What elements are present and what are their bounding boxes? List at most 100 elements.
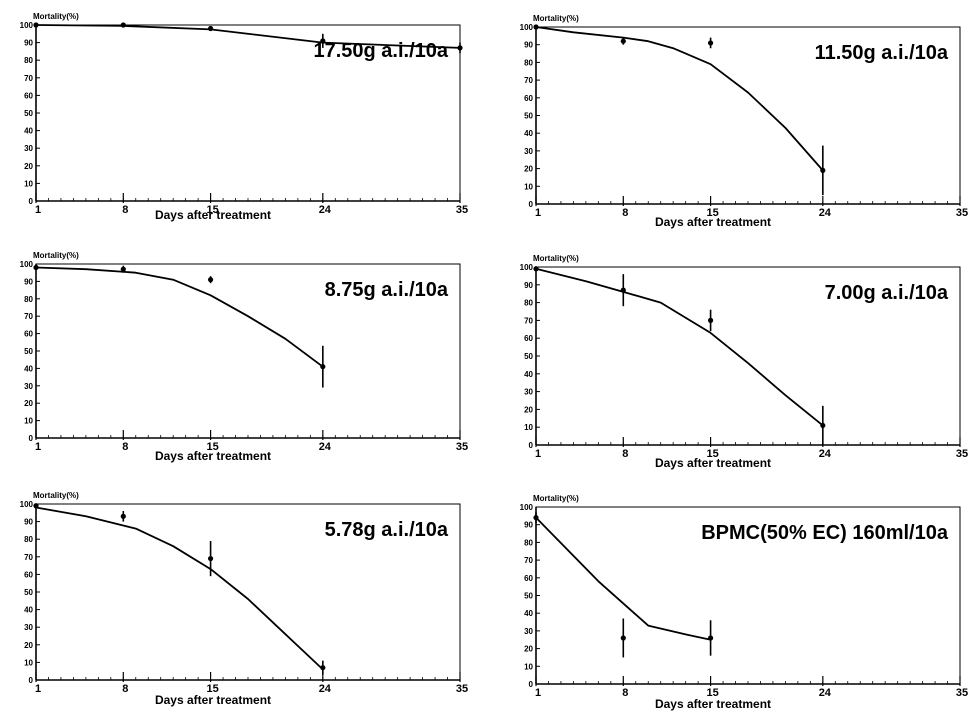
y-tick-label: 0	[29, 434, 34, 443]
panel-title: 8.75g a.i./10a	[325, 279, 449, 301]
x-tick-label: 15	[206, 204, 218, 216]
chart-panel-2: Mortality(%) 0 10 20 30 40 50 60 70 80 90 100 1 8 15 24…	[520, 14, 968, 229]
fitted-curve	[535, 516, 711, 641]
y-tick-label: 90	[524, 281, 533, 290]
data-point	[207, 25, 214, 32]
x-tick-label: 1	[35, 683, 41, 695]
x-tick-label: 8	[122, 441, 128, 453]
x-tick-label: 35	[456, 441, 468, 453]
y-tick-label: 70	[524, 316, 533, 325]
x-tick-label: 24	[819, 687, 832, 699]
y-tick-label: 80	[24, 56, 33, 65]
y-tick-label: 30	[24, 144, 33, 153]
x-tick-label: 1	[35, 441, 41, 453]
data-point	[207, 555, 214, 562]
chart-panel-3: Mortality(%) 0 10 20 30 40 50 60 70 80 90 100 1 8 15 24…	[20, 251, 468, 463]
y-tick-label: 50	[524, 112, 533, 121]
y-tick-label: 40	[524, 370, 533, 379]
x-tick-label: 24	[319, 441, 332, 453]
y-tick-label: 10	[524, 182, 533, 191]
y-tick-label: 20	[24, 641, 33, 650]
y-tick-label: 90	[524, 521, 533, 530]
x-axis-label: Days after treatment	[155, 693, 271, 707]
x-tick-label: 24	[819, 207, 832, 219]
y-tick-label: 50	[24, 347, 33, 356]
data-point	[533, 266, 539, 272]
chart-panel-4: Mortality(%) 0 10 20 30 40 50 60 70 80 90 100 1 8 15 24…	[520, 254, 968, 470]
y-tick-label: 100	[20, 500, 34, 509]
y-tick-label: 60	[524, 94, 533, 103]
x-tick-label: 1	[535, 687, 541, 699]
y-tick-label: 70	[24, 312, 33, 321]
x-tick-label: 8	[622, 687, 628, 699]
y-tick-label: 40	[24, 127, 33, 136]
data-point	[120, 266, 126, 272]
x-tick-label: 1	[535, 207, 541, 219]
x-tick-label: 15	[706, 448, 718, 460]
y-axis-label: Mortality(%)	[533, 494, 579, 503]
data-point	[620, 287, 626, 293]
panel-title: 5.78g a.i./10a	[325, 519, 449, 541]
y-tick-label: 100	[20, 260, 34, 269]
y-tick-label: 50	[524, 352, 533, 361]
panel-title: 17.50g a.i./10a	[313, 40, 448, 62]
y-tick-label: 40	[24, 606, 33, 615]
y-tick-label: 30	[524, 627, 533, 636]
data-point	[707, 635, 714, 641]
y-tick-label: 20	[24, 162, 33, 171]
y-tick-label: 100	[520, 503, 534, 512]
x-tick-label: 15	[206, 441, 218, 453]
y-tick-label: 50	[524, 592, 533, 601]
data-point	[120, 22, 126, 28]
y-tick-label: 10	[524, 423, 533, 432]
y-tick-label: 0	[529, 680, 534, 689]
y-tick-label: 80	[524, 58, 533, 67]
y-tick-label: 10	[24, 658, 33, 667]
y-tick-label: 10	[524, 662, 533, 671]
panel-title: 11.50g a.i./10a	[815, 42, 949, 64]
x-tick-label: 15	[706, 687, 718, 699]
panel-title: 7.00g a.i./10a	[825, 282, 949, 304]
y-axis-label: Mortality(%)	[533, 254, 579, 263]
y-tick-label: 70	[524, 76, 533, 85]
y-tick-label: 10	[24, 417, 33, 426]
data-point	[620, 38, 626, 44]
data-point	[533, 515, 539, 521]
fitted-curve	[535, 26, 824, 171]
y-tick-label: 0	[29, 197, 34, 206]
y-tick-label: 40	[524, 609, 533, 618]
y-tick-label: 60	[24, 91, 33, 100]
y-tick-label: 50	[24, 588, 33, 597]
data-point	[457, 45, 463, 51]
data-point	[207, 277, 214, 283]
y-tick-label: 100	[520, 23, 534, 32]
y-tick-label: 0	[529, 200, 534, 209]
y-tick-label: 0	[29, 676, 34, 685]
y-tick-label: 100	[20, 21, 34, 30]
data-point	[120, 513, 126, 519]
x-axis-label: Days after treatment	[655, 456, 771, 470]
y-tick-label: 80	[524, 538, 533, 547]
y-axis-label: Mortality(%)	[33, 251, 79, 260]
y-tick-label: 30	[24, 382, 33, 391]
x-tick-label: 15	[706, 207, 718, 219]
y-tick-label: 60	[524, 334, 533, 343]
y-tick-label: 100	[520, 263, 534, 272]
x-tick-label: 35	[956, 687, 968, 699]
y-tick-label: 80	[24, 295, 33, 304]
y-axis-label: Mortality(%)	[33, 12, 79, 21]
fitted-curve	[35, 506, 324, 671]
x-tick-label: 8	[622, 207, 628, 219]
y-axis-label: Mortality(%)	[533, 14, 579, 23]
x-tick-label: 24	[819, 448, 832, 460]
x-tick-label: 8	[122, 204, 128, 216]
data-point	[820, 422, 826, 429]
y-tick-label: 90	[24, 39, 33, 48]
y-tick-label: 80	[24, 535, 33, 544]
y-tick-label: 60	[24, 330, 33, 339]
x-tick-label: 8	[122, 683, 128, 695]
y-tick-label: 70	[24, 553, 33, 562]
y-tick-label: 90	[24, 518, 33, 527]
fitted-curve	[35, 266, 324, 368]
x-tick-label: 35	[456, 204, 468, 216]
